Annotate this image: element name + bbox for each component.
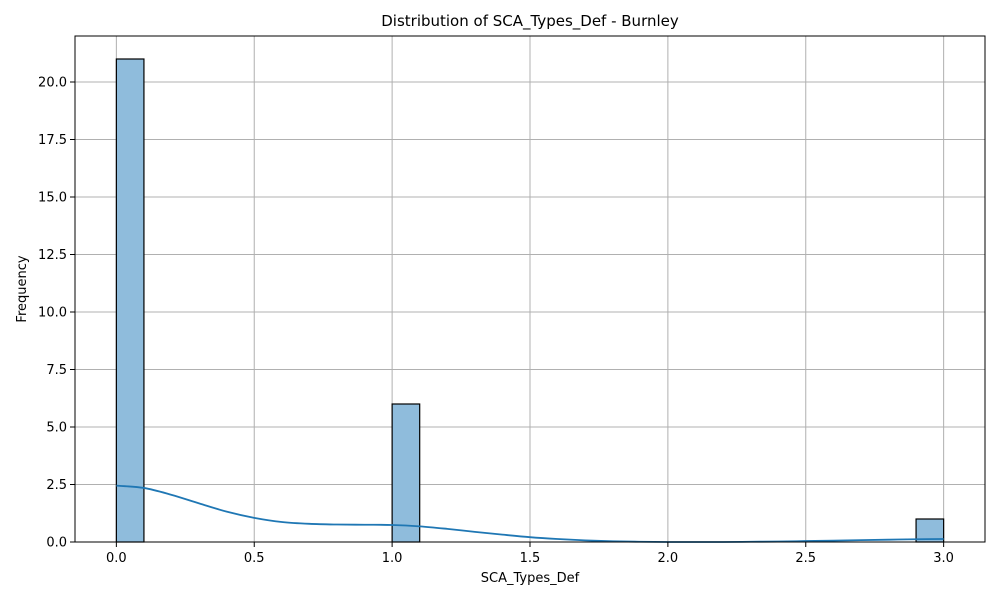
- kde-curve-layer: [116, 484, 944, 543]
- y-tick-label: 7.5: [46, 363, 67, 378]
- y-axis-title: Frequency: [15, 255, 30, 322]
- y-tick-label: 10.0: [38, 306, 67, 321]
- x-tick-label: 2.5: [795, 551, 816, 566]
- x-tick-label: 1.5: [520, 551, 541, 566]
- y-tick-label: 2.5: [46, 478, 67, 493]
- x-tick-label: 1.0: [382, 551, 403, 566]
- x-tick-label: 0.0: [106, 551, 127, 566]
- kde-curve: [116, 484, 944, 543]
- histogram-bars: [115, 58, 945, 543]
- y-tick-label: 12.5: [38, 248, 67, 263]
- x-tick-label: 0.5: [244, 551, 265, 566]
- axes: [70, 35, 986, 547]
- x-tick-label: 3.0: [933, 551, 954, 566]
- x-axis-title: SCA_Types_Def: [481, 571, 580, 586]
- y-tick-label: 20.0: [38, 76, 67, 91]
- grid: [75, 36, 985, 543]
- y-tick-label: 0.0: [46, 536, 67, 551]
- histogram-bar: [391, 403, 421, 543]
- tick-labels: 0.0 0.5 1.0 1.5 2.0 2.5 3.0 0.0 2.5 5.0 7.5 10.0 12.…: [38, 76, 954, 567]
- chart-title: Distribution of SCA_Types_Def - Burnley: [381, 12, 679, 31]
- y-tick-label: 15.0: [38, 191, 67, 206]
- x-tick-label: 2.0: [658, 551, 679, 566]
- histogram-bar: [115, 58, 145, 543]
- y-tick-label: 5.0: [46, 421, 67, 436]
- y-tick-label: 17.5: [38, 133, 67, 148]
- plot-frame: [74, 35, 986, 543]
